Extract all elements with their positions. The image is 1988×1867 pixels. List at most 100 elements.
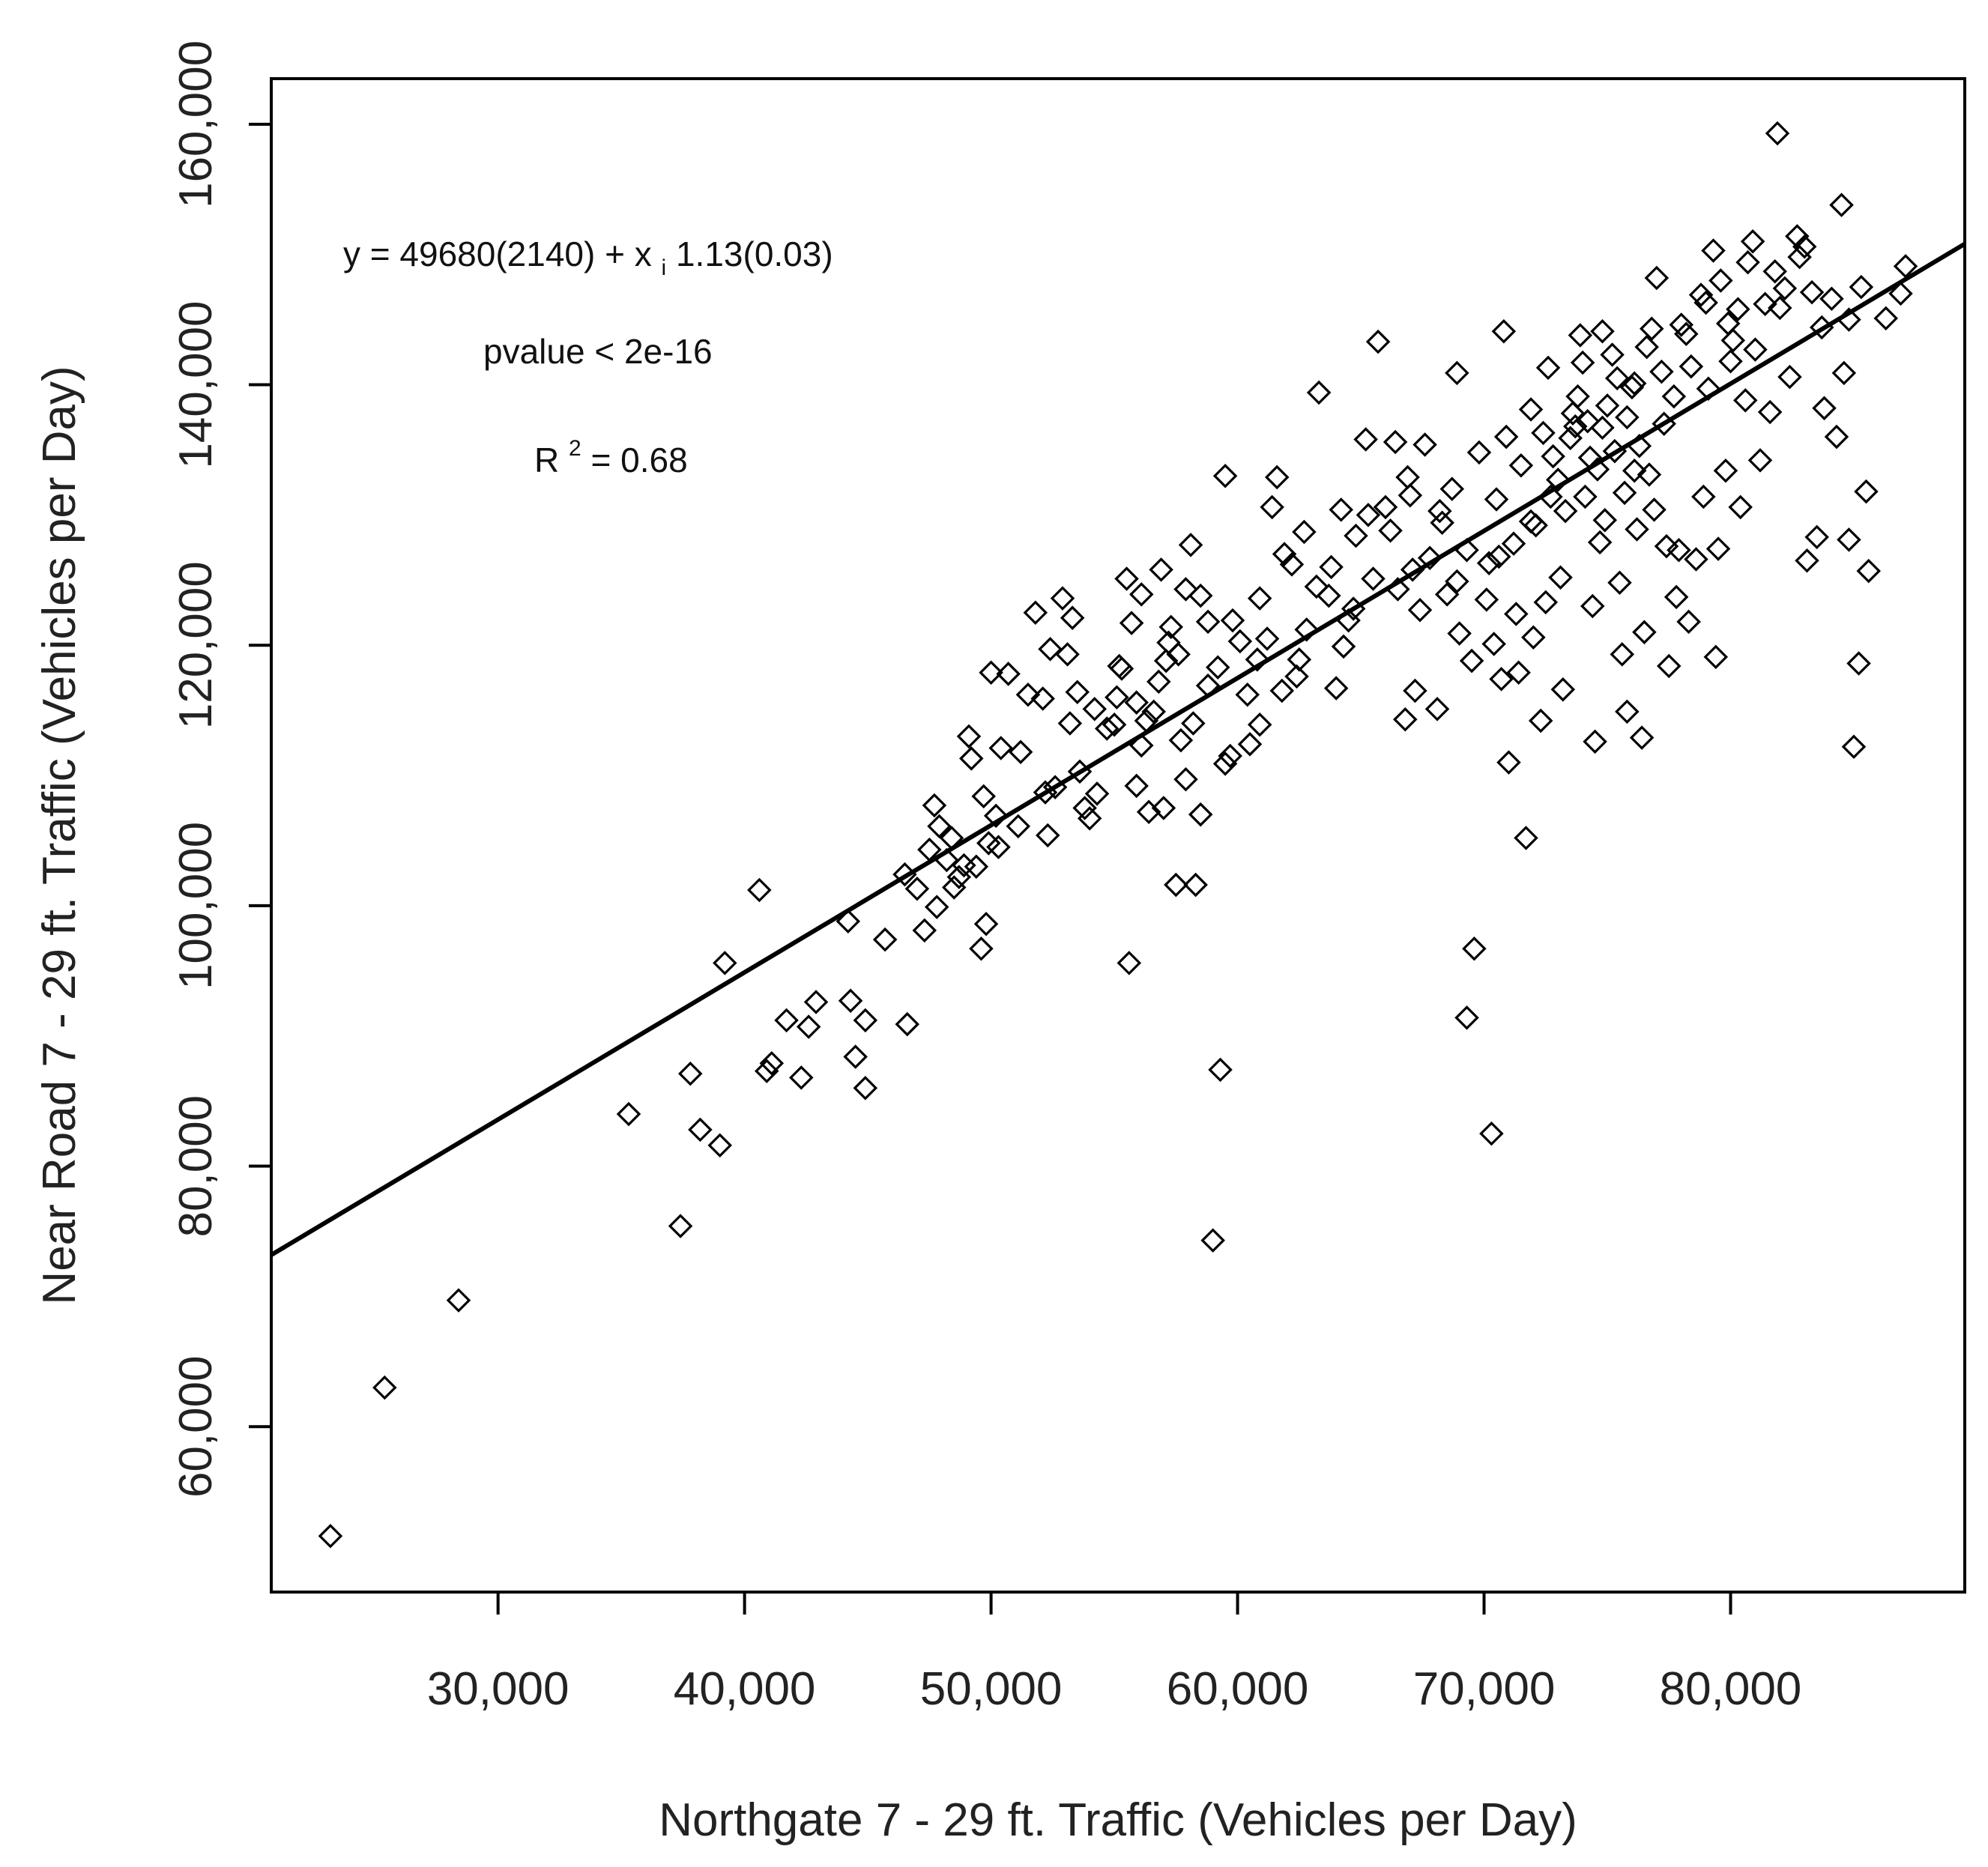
data-point <box>1548 565 1573 590</box>
data-point <box>1481 632 1506 656</box>
data-point <box>1195 609 1221 635</box>
data-point <box>1777 364 1802 390</box>
data-point <box>1035 823 1060 848</box>
data-point <box>971 784 996 809</box>
data-point <box>1528 708 1553 733</box>
data-point <box>1743 337 1768 362</box>
data-point <box>872 927 898 952</box>
y-tick-label: 60,000 <box>170 1355 222 1498</box>
data-point <box>1669 312 1694 337</box>
data-point <box>1383 429 1408 455</box>
data-point <box>1837 527 1861 552</box>
data-point <box>1856 558 1881 584</box>
data-point <box>1378 518 1403 543</box>
data-point <box>1533 590 1559 615</box>
data-point <box>1726 297 1750 321</box>
data-point <box>1166 642 1191 667</box>
data-point <box>1023 600 1048 625</box>
data-point <box>1639 316 1664 342</box>
data-point <box>1173 766 1198 792</box>
data-point <box>958 746 984 771</box>
data-point <box>1676 609 1701 635</box>
data-point <box>1077 806 1102 831</box>
data-point <box>1008 739 1033 765</box>
data-point <box>803 990 829 1014</box>
data-point <box>1247 712 1272 737</box>
data-point <box>1407 597 1433 623</box>
data-point <box>1212 751 1238 776</box>
data-point <box>1656 653 1682 679</box>
data-point <box>713 951 737 975</box>
y-axis-title: Near Road 7 - 29 ft. Traffic (Vehicles p… <box>34 366 85 1304</box>
data-point <box>1674 321 1699 346</box>
data-point <box>1535 355 1561 381</box>
data-point <box>1740 229 1765 254</box>
data-point <box>1050 586 1075 611</box>
data-point <box>1504 602 1529 626</box>
data-point <box>1164 872 1188 898</box>
data-point <box>1284 664 1309 689</box>
equation-part2: 1.13(0.03) <box>676 234 833 273</box>
y-tick-label: 140,000 <box>170 300 222 468</box>
data-point <box>927 814 952 839</box>
equation-part1: = 49680(2140) + x <box>370 234 652 273</box>
data-point <box>1065 680 1090 705</box>
data-point <box>1247 586 1272 611</box>
data-point <box>1667 538 1691 563</box>
data-point <box>1506 660 1531 685</box>
x-axis-title: Northgate 7 - 29 ft. Traffic (Vehicles p… <box>659 1794 1577 1846</box>
data-point <box>1331 634 1356 659</box>
data-point <box>1785 224 1810 249</box>
data-point <box>1306 380 1332 405</box>
data-point <box>1117 951 1142 975</box>
data-point <box>1403 678 1427 703</box>
y-axis: 60,000 80,000 100,000 120,000 140,000 160,000 <box>170 40 271 1498</box>
data-point <box>1573 484 1598 509</box>
data-point <box>1292 519 1317 545</box>
data-point <box>1264 465 1290 490</box>
x-tick-label: 60,000 <box>1167 1663 1309 1715</box>
data-point <box>1105 685 1129 709</box>
data-point <box>1205 655 1230 680</box>
data-point <box>1619 375 1645 400</box>
data-point <box>1590 318 1615 344</box>
data-point <box>1819 286 1844 312</box>
data-point <box>1272 542 1297 566</box>
data-point <box>1735 249 1760 275</box>
data-point <box>1466 440 1492 465</box>
data-point <box>1151 796 1176 820</box>
data-point <box>1846 651 1871 676</box>
data-point <box>1060 605 1085 630</box>
data-point <box>969 936 994 961</box>
data-point <box>1568 323 1593 348</box>
data-point <box>1329 497 1353 522</box>
data-point <box>1173 577 1198 602</box>
data-point <box>1462 936 1487 961</box>
data-point <box>1260 494 1284 520</box>
data-point <box>1188 802 1213 827</box>
data-point <box>853 1008 878 1033</box>
data-point <box>1392 707 1418 732</box>
data-point <box>1757 399 1783 425</box>
data-point <box>1479 1121 1504 1146</box>
data-point <box>1713 458 1738 483</box>
data-point <box>1615 699 1640 724</box>
data-point <box>1114 566 1139 591</box>
data-point <box>924 895 949 919</box>
data-point <box>1006 814 1031 839</box>
data-point <box>1491 318 1517 344</box>
x-tick-label: 30,000 <box>427 1663 569 1715</box>
data-point <box>1124 773 1149 799</box>
data-point <box>1753 291 1777 317</box>
data-point <box>1153 648 1179 674</box>
data-point <box>1705 536 1731 561</box>
data-point <box>1622 458 1647 483</box>
data-point <box>1715 311 1741 336</box>
y-tick-label: 160,000 <box>170 40 222 208</box>
data-point <box>1084 781 1110 806</box>
data-point <box>1057 711 1083 736</box>
data-point <box>1831 360 1857 386</box>
data-point <box>1610 642 1635 667</box>
data-point <box>996 662 1021 686</box>
data-point <box>895 1011 919 1037</box>
